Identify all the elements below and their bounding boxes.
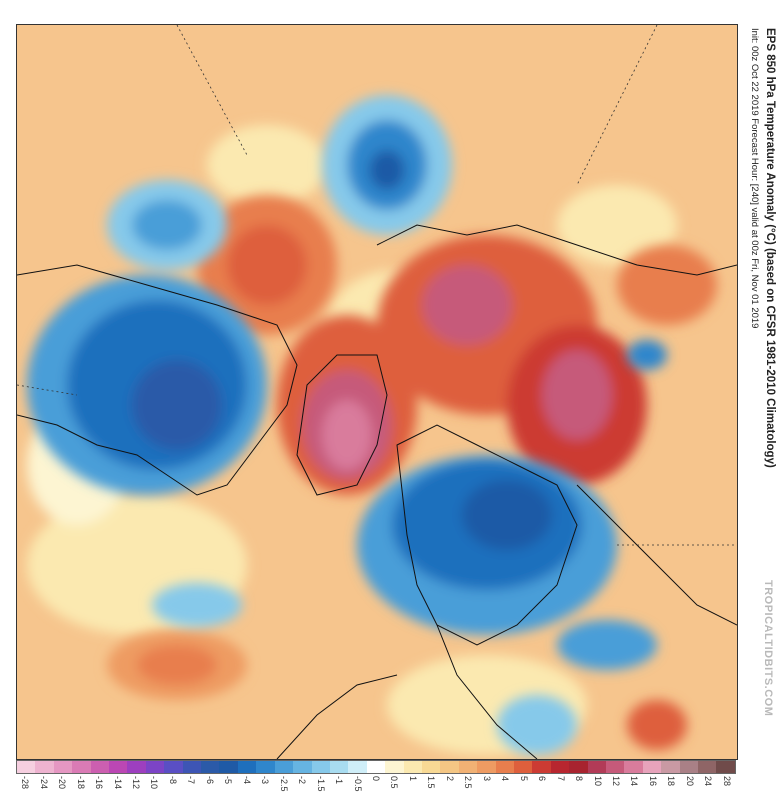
colorbar-swatch — [661, 761, 680, 773]
colorbar — [16, 760, 736, 774]
colorbar-swatch — [421, 761, 441, 773]
brand-watermark: TROPICALTIDBITS.COM — [762, 580, 774, 717]
title-block: EPS 850 hPa Temperature Anomaly (°C) (ba… — [740, 24, 780, 758]
colorbar-swatch — [569, 761, 588, 773]
colorbar-swatch — [477, 761, 496, 773]
colorbar-tick-label: 1 — [407, 776, 418, 782]
colorbar-tick-label: 10 — [592, 776, 603, 787]
anomaly-map — [17, 25, 737, 759]
map-title: EPS 850 hPa Temperature Anomaly (°C) (ba… — [764, 28, 776, 468]
colorbar-swatch — [164, 761, 183, 773]
colorbar-swatch — [495, 761, 514, 773]
colorbar-tick-label: 18 — [666, 776, 677, 787]
warm-anomaly-layer — [107, 195, 717, 750]
colorbar-swatch — [109, 761, 128, 773]
colorbar-swatch — [145, 761, 165, 773]
colorbar-tick-label: -18 — [75, 776, 86, 790]
colorbar-tick-label: -8 — [167, 776, 178, 785]
latitude-lines — [17, 25, 737, 546]
colorbar-swatch — [329, 761, 349, 773]
colorbar-tick-label: -0.5 — [352, 776, 363, 792]
colorbar-tick-label: 0.5 — [389, 776, 400, 789]
colorbar-swatch — [17, 761, 36, 773]
colorbar-tick-label: -2.5 — [278, 776, 289, 792]
colorbar-tick-label: 2 — [444, 776, 455, 782]
map-frame — [16, 24, 738, 760]
colorbar-swatch — [624, 761, 643, 773]
colorbar-tick-label: 24 — [703, 776, 714, 787]
colorbar-tick-label: -2 — [297, 776, 308, 785]
colorbar-tick-label: 3 — [481, 776, 492, 782]
colorbar-ticks: -28 -24 -20 -18 -16 -14 -12 -10 -8 -7 -6 -5 -4 -3 -2.5… — [16, 776, 736, 800]
colorbar-swatch — [237, 761, 257, 773]
colorbar-swatch — [182, 761, 202, 773]
colorbar-swatch — [256, 761, 275, 773]
colorbar-tick-label: 20 — [684, 776, 695, 787]
colorbar-tick-label: 4 — [500, 776, 511, 782]
colorbar-swatch — [587, 761, 606, 773]
colorbar-swatch — [550, 761, 570, 773]
colorbar-tick-label: 6 — [537, 776, 548, 782]
colorbar-tick-label: -20 — [57, 776, 68, 790]
colorbar-tick-label: -16 — [94, 776, 105, 790]
colorbar-tick-label: 0 — [371, 776, 381, 782]
colorbar-swatch — [201, 761, 220, 773]
colorbar-swatch — [606, 761, 625, 773]
colorbar-swatch — [458, 761, 478, 773]
colorbar-swatch — [642, 761, 662, 773]
colorbar-swatch — [532, 761, 551, 773]
colorbar-swatch — [127, 761, 146, 773]
coastlines — [17, 224, 737, 759]
colorbar-tick-label: 7 — [555, 776, 566, 782]
colorbar-tick-label: -14 — [112, 776, 123, 790]
colorbar-tick-label: 16 — [647, 776, 658, 787]
colorbar-tick-label: -6 — [204, 776, 215, 785]
colorbar-swatch — [679, 761, 699, 773]
colorbar-swatch — [90, 761, 110, 773]
colorbar-tick-label: -3 — [260, 776, 271, 785]
colorbar-swatch — [440, 761, 459, 773]
colorbar-tick-label: 14 — [629, 776, 640, 787]
colorbar-swatch — [72, 761, 91, 773]
colorbar-swatch — [311, 761, 330, 773]
colorbar-tick-label: 12 — [611, 776, 621, 787]
colorbar-swatch — [274, 761, 294, 773]
colorbar-tick-label: 1.5 — [426, 776, 437, 789]
map-subtitle: Init: 00z Oct 22 2019 Forecast Hour: [24… — [749, 28, 760, 329]
colorbar-tick-label: -28 — [20, 776, 31, 790]
colorbar-swatch — [385, 761, 404, 773]
colorbar-tick-label: -5 — [223, 776, 234, 785]
colorbar-swatch — [403, 761, 422, 773]
colorbar-swatch — [219, 761, 238, 773]
colorbar-tick-label: 5 — [518, 776, 529, 782]
colorbar-tick-label: 2.5 — [463, 776, 474, 789]
colorbar-tick-label: -1.5 — [315, 776, 326, 792]
colorbar-tick-label: -10 — [149, 776, 160, 790]
colorbar-tick-label: -4 — [241, 776, 252, 785]
colorbar-swatch — [716, 761, 735, 773]
colorbar-tick-label: -7 — [186, 776, 197, 785]
colorbar-tick-label: 8 — [574, 776, 585, 782]
colorbar-swatch — [53, 761, 73, 773]
colorbar-swatch — [35, 761, 54, 773]
colorbar-swatch — [366, 761, 386, 773]
colorbar-swatch — [513, 761, 533, 773]
colorbar-tick-label: -1 — [334, 776, 345, 785]
colorbar-tick-label: 28 — [721, 776, 732, 787]
colorbar-tick-label: -12 — [131, 776, 141, 790]
colorbar-swatch — [698, 761, 717, 773]
colorbar-swatch — [348, 761, 367, 773]
colorbar-swatch — [293, 761, 312, 773]
colorbar-tick-label: -24 — [38, 776, 49, 790]
